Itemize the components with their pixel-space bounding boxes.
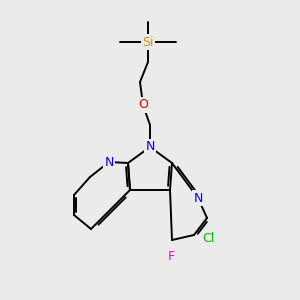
Text: N: N (193, 191, 203, 205)
Text: Si: Si (142, 35, 154, 49)
Text: F: F (167, 250, 175, 262)
Text: O: O (138, 98, 148, 112)
Text: N: N (104, 155, 114, 169)
Text: Cl: Cl (202, 232, 214, 245)
Text: N: N (145, 140, 155, 154)
